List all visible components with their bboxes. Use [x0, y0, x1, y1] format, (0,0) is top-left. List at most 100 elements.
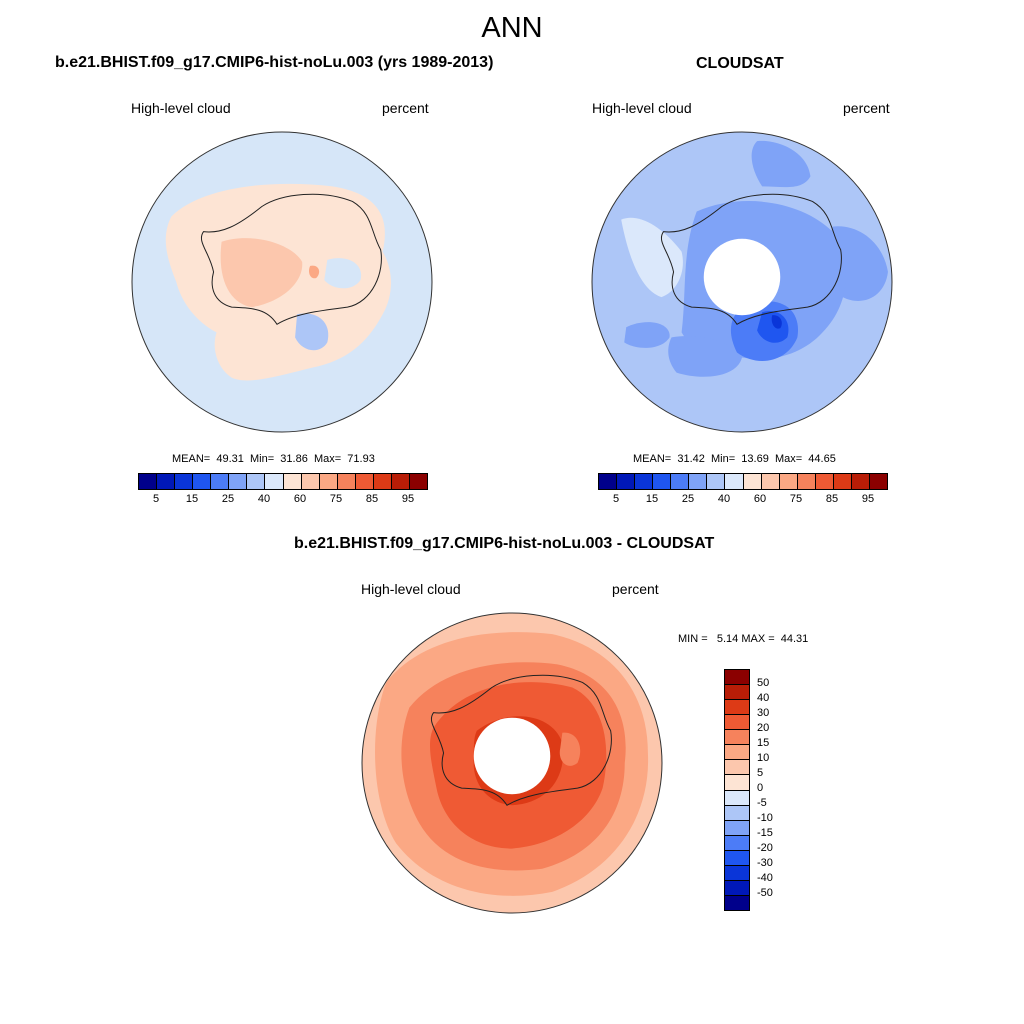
- colorbar-tick-label: 20: [757, 722, 770, 734]
- colorbar-swatch: [725, 865, 749, 881]
- panel2-units: percent: [843, 100, 890, 116]
- panel2-mean: 31.42: [677, 453, 705, 465]
- colorbar-tick-label: 25: [681, 493, 695, 505]
- colorbar-tick-label: 95: [401, 493, 415, 505]
- colorbar-swatch: [725, 805, 749, 821]
- colorbar-swatch: [301, 474, 320, 489]
- colorbar-swatch: [725, 700, 749, 716]
- colorbar-swatch: [725, 474, 744, 489]
- colorbar-tick-label: 25: [221, 493, 235, 505]
- colorbar-swatch: [815, 474, 834, 489]
- colorbar-swatch: [157, 474, 176, 489]
- colorbar-swatch: [373, 474, 392, 489]
- panel3-map: [361, 612, 663, 914]
- colorbar-swatch: [283, 474, 302, 489]
- colorbar-tick-label: 40: [257, 493, 271, 505]
- panel3-min: 5.14: [716, 633, 739, 645]
- colorbar-swatch: [355, 474, 374, 489]
- panel3-colorbar: [724, 669, 750, 911]
- colorbar-tick-label: -50: [757, 887, 773, 899]
- colorbar-tick-label: 15: [645, 493, 659, 505]
- colorbar-tick-label: 85: [365, 493, 379, 505]
- colorbar-swatch: [725, 715, 749, 731]
- colorbar-tick-label: 15: [185, 493, 199, 505]
- colorbar-swatch: [247, 474, 266, 489]
- colorbar-swatch: [635, 474, 654, 489]
- colorbar-swatch: [193, 474, 212, 489]
- panel2-colorbar: [598, 473, 888, 490]
- colorbar-tick-label: -20: [757, 842, 773, 854]
- panel1-colorbar: [138, 473, 428, 490]
- colorbar-tick-label: -10: [757, 812, 773, 824]
- colorbar-swatch: [797, 474, 816, 489]
- colorbar-tick-label: 75: [789, 493, 803, 505]
- colorbar-swatch: [725, 685, 749, 701]
- panel2-min: 13.69: [741, 453, 769, 465]
- colorbar-swatch: [211, 474, 230, 489]
- panel2-variable: High-level cloud: [592, 100, 692, 116]
- colorbar-tick-label: 5: [152, 493, 160, 505]
- colorbar-swatch: [175, 474, 194, 489]
- panel3-title: b.e21.BHIST.f09_g17.CMIP6-hist-noLu.003 …: [294, 535, 715, 552]
- colorbar-tick-label: 50: [757, 677, 770, 689]
- colorbar-tick-label: 40: [757, 692, 770, 704]
- colorbar-swatch: [391, 474, 410, 489]
- colorbar-swatch: [779, 474, 798, 489]
- panel3-stats: MIN = 5.14 MAX = 44.31: [678, 633, 809, 645]
- colorbar-swatch: [265, 474, 284, 489]
- panel2-title: CLOUDSAT: [696, 55, 784, 72]
- colorbar-tick-label: 40: [717, 493, 731, 505]
- colorbar-tick-label: 85: [825, 493, 839, 505]
- colorbar-swatch: [725, 895, 749, 910]
- colorbar-swatch: [761, 474, 780, 489]
- colorbar-tick-label: 75: [329, 493, 343, 505]
- colorbar-tick-label: 15: [757, 737, 770, 749]
- panel2-max: 44.65: [808, 453, 836, 465]
- colorbar-swatch: [725, 880, 749, 896]
- colorbar-tick-label: 60: [753, 493, 767, 505]
- colorbar-tick-label: 5: [757, 767, 764, 779]
- colorbar-tick-label: 10: [757, 752, 770, 764]
- colorbar-swatch: [671, 474, 690, 489]
- colorbar-swatch: [743, 474, 762, 489]
- panel2-map: [591, 131, 893, 433]
- colorbar-swatch: [725, 760, 749, 776]
- colorbar-swatch: [409, 474, 427, 489]
- panel1-map: [131, 131, 433, 433]
- colorbar-swatch: [725, 775, 749, 791]
- panel3-variable: High-level cloud: [361, 581, 461, 597]
- colorbar-swatch: [139, 474, 158, 489]
- colorbar-swatch: [337, 474, 356, 489]
- colorbar-swatch: [725, 670, 749, 686]
- colorbar-swatch: [725, 820, 749, 836]
- panel3-units: percent: [612, 581, 659, 597]
- panel1-min: 31.86: [280, 453, 308, 465]
- colorbar-swatch: [689, 474, 708, 489]
- panel1-mean: 49.31: [216, 453, 244, 465]
- panel3-max: 44.31: [780, 633, 809, 645]
- colorbar-tick-label: -15: [757, 827, 773, 839]
- colorbar-tick-label: 60: [293, 493, 307, 505]
- panel1-max: 71.93: [347, 453, 375, 465]
- panel1-title: b.e21.BHIST.f09_g17.CMIP6-hist-noLu.003 …: [55, 54, 494, 71]
- colorbar-tick-label: 0: [757, 782, 764, 794]
- colorbar-swatch: [833, 474, 852, 489]
- panel1-units: percent: [382, 100, 429, 116]
- colorbar-tick-label: 30: [757, 707, 770, 719]
- colorbar-tick-label: 5: [612, 493, 620, 505]
- colorbar-swatch: [319, 474, 338, 489]
- panel1-variable: High-level cloud: [131, 100, 231, 116]
- colorbar-swatch: [869, 474, 887, 489]
- colorbar-swatch: [725, 835, 749, 851]
- panel2-stats: MEAN= 31.42 Min= 13.69 Max= 44.65: [633, 453, 836, 465]
- colorbar-tick-label: -40: [757, 872, 773, 884]
- colorbar-swatch: [653, 474, 672, 489]
- colorbar-tick-label: 95: [861, 493, 875, 505]
- figure-title: ANN: [481, 12, 543, 44]
- colorbar-swatch: [229, 474, 248, 489]
- colorbar-tick-label: -30: [757, 857, 773, 869]
- colorbar-swatch: [725, 745, 749, 761]
- panel1-stats: MEAN= 49.31 Min= 31.86 Max= 71.93: [172, 453, 375, 465]
- colorbar-swatch: [725, 850, 749, 866]
- colorbar-swatch: [725, 790, 749, 806]
